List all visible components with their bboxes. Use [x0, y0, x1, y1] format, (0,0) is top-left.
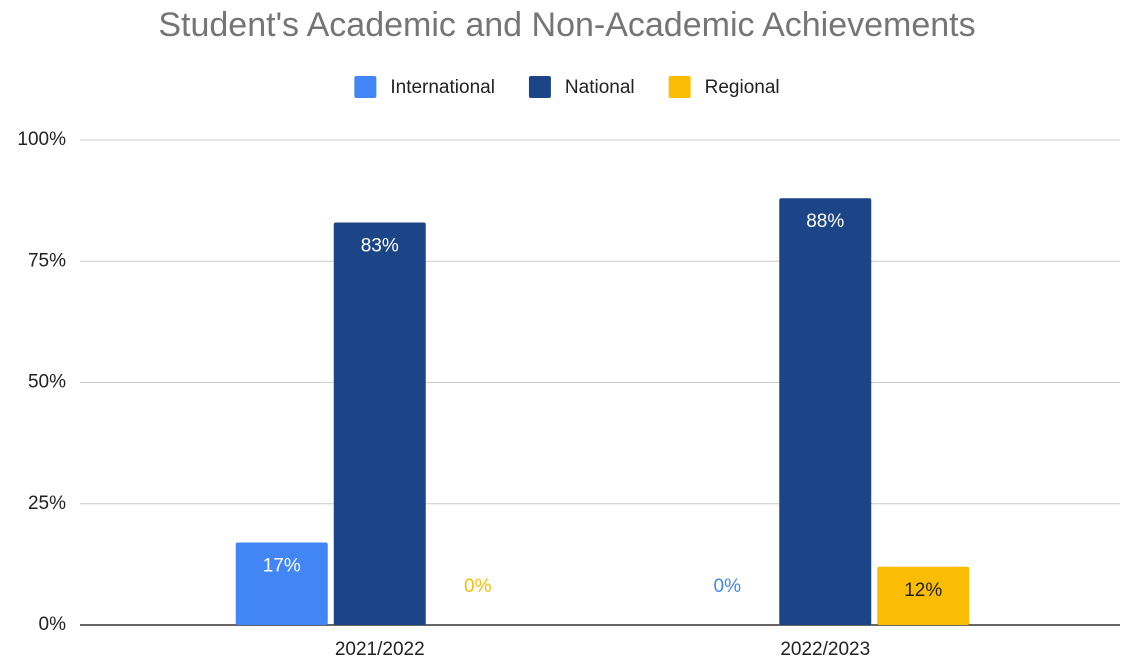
y-tick-label: 100% [17, 129, 66, 150]
chart-title: Student's Academic and Non-Academic Achi… [158, 6, 975, 44]
bar [235, 542, 328, 625]
value-label: 83% [361, 235, 399, 256]
y-tick-label: 75% [28, 250, 66, 271]
y-tick-label: 50% [28, 372, 66, 393]
y-tick-label: 25% [28, 493, 66, 514]
legend-label: Regional [705, 77, 780, 98]
value-label: 17% [263, 556, 301, 577]
value-label: 12% [904, 580, 942, 601]
y-tick-label: 0% [39, 614, 67, 635]
legend-swatch [354, 76, 377, 98]
x-tick-label: 2022/2023 [780, 639, 870, 660]
bar [877, 566, 970, 625]
legend-item: National [528, 76, 635, 98]
bar [333, 222, 426, 625]
bar [779, 198, 872, 625]
legend-item: International [354, 76, 495, 98]
value-label: 0% [464, 576, 492, 597]
legend-label: National [565, 77, 635, 98]
legend-label: International [390, 77, 495, 98]
legend-swatch [528, 76, 551, 98]
value-label: 0% [714, 576, 742, 597]
value-label: 88% [806, 211, 844, 232]
legend-item: Regional [668, 76, 780, 98]
x-tick-label: 2021/2022 [335, 639, 425, 660]
legend: International National Regional [354, 76, 780, 98]
legend-swatch [668, 76, 691, 98]
